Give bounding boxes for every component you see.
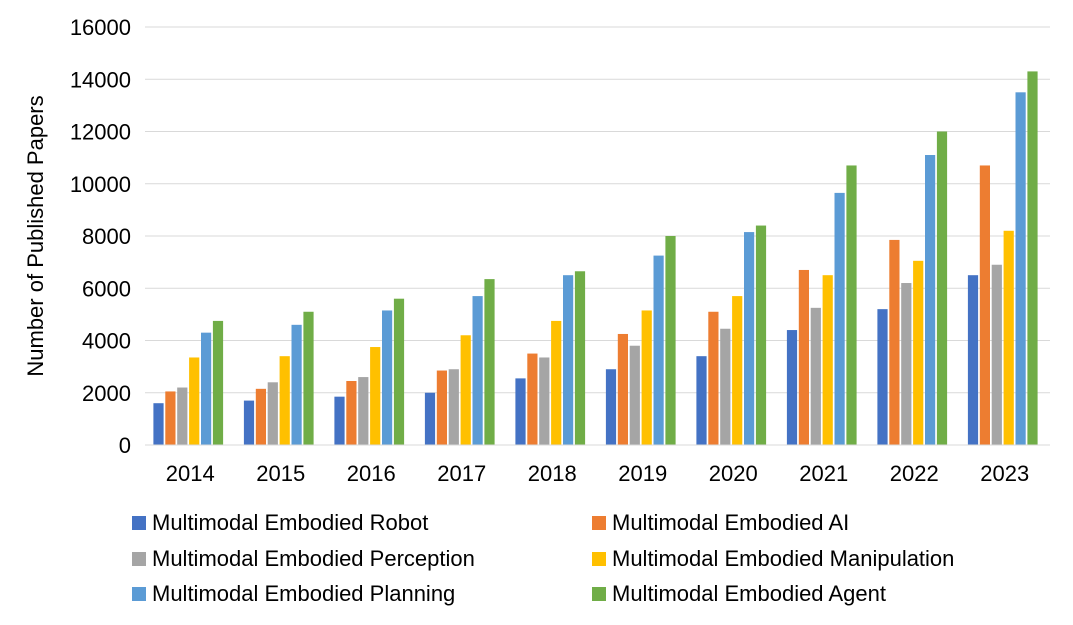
bar [574,271,586,445]
bar [448,369,459,445]
legend: Multimodal Embodied Robot Multimodal Embo… [132,510,954,606]
bar [744,232,755,445]
bar [991,264,1002,445]
y-tick-label: 4000 [82,329,131,354]
bar [889,239,900,445]
y-tick-label: 16000 [70,15,131,40]
x-tick-label: 2020 [709,461,758,486]
legend-label: Multimodal Embodied Agent [612,581,886,606]
bar [936,131,948,445]
bar [877,309,888,445]
bar [925,155,936,445]
bar [605,369,617,445]
bar [732,296,743,445]
x-tick-label: 2018 [528,461,577,486]
bar [358,377,369,445]
legend-swatch [132,516,146,530]
bar [786,330,798,445]
bar [913,260,924,445]
bar [798,269,809,445]
bar [708,311,719,445]
bar [212,320,224,445]
bar [393,298,405,445]
bar [629,345,640,445]
x-tick-label: 2019 [618,461,667,486]
bar [460,335,471,445]
bar [177,387,188,445]
x-tick-label: 2017 [437,461,486,486]
y-tick-label: 0 [119,433,131,458]
x-tick-label: 2014 [166,461,215,486]
bar [515,378,526,445]
bar [641,310,652,445]
bar [291,324,302,445]
bar [653,255,664,445]
bar [1027,71,1038,445]
y-tick-label: 10000 [70,172,131,197]
bar [665,236,676,445]
bar [755,225,767,445]
bar [201,332,212,445]
legend-label: Multimodal Embodied Manipulation [612,546,954,571]
bar [472,296,483,445]
bar [1003,230,1014,445]
legend-swatch [592,552,606,566]
legend-swatch [592,587,606,601]
bar [539,357,550,445]
legend-label: Multimodal Embodied AI [612,510,849,535]
x-tick-label: 2021 [799,461,848,486]
bar [303,311,314,445]
bars [153,71,1038,445]
legend-label: Multimodal Embodied Planning [152,581,455,606]
y-axis-label: Number of Published Papers [23,95,48,376]
bar [901,283,912,445]
bar [424,392,436,445]
bar [189,357,200,445]
bar [346,380,357,445]
legend-swatch [592,516,606,530]
bar [846,165,857,445]
x-tick-label: 2015 [256,461,305,486]
axes: 0 2000 4000 6000 8000 10000 12000 14000 16000 201… [70,15,1050,486]
y-tick-label: 8000 [82,224,131,249]
y-tick-label: 6000 [82,276,131,301]
bar [279,356,290,445]
x-tick-label: 2023 [980,461,1029,486]
y-tick-label: 14000 [70,67,131,92]
y-tick-label: 2000 [82,381,131,406]
bar [370,347,381,445]
bar [334,396,345,445]
bar [267,382,278,445]
bar [1015,92,1026,445]
bar [165,391,176,445]
x-tick-label: 2022 [890,461,939,486]
bar [696,356,707,445]
legend-swatch [132,552,146,566]
bar [617,333,628,445]
bar [243,400,255,445]
x-tick-label: 2016 [347,461,396,486]
bar [551,320,562,445]
bar [979,165,990,445]
y-tick-label: 12000 [70,120,131,145]
bar [967,275,979,445]
bar [834,192,845,445]
bar [527,353,538,445]
bar [822,275,833,445]
bar [255,388,266,445]
bar [436,370,447,445]
bar [720,328,731,445]
bar [484,279,495,445]
legend-swatch [132,587,146,601]
legend-label: Multimodal Embodied Robot [152,510,428,535]
bar [153,403,164,445]
bar [382,310,393,445]
bar [810,307,821,445]
bar [563,275,574,445]
legend-label: Multimodal Embodied Perception [152,546,475,571]
